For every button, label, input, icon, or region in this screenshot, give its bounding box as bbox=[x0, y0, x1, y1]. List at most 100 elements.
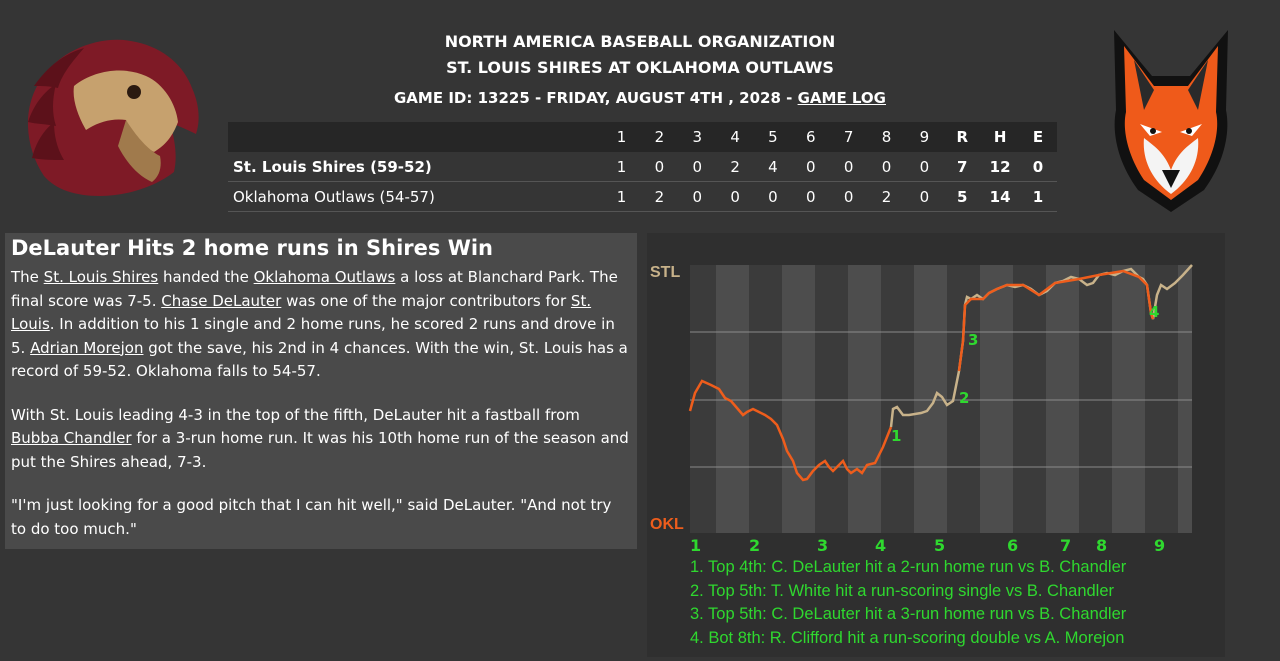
errors-header: E bbox=[1019, 122, 1057, 152]
chart-inning-band bbox=[716, 265, 749, 533]
inning-label: 9 bbox=[1154, 536, 1165, 555]
hits-header: H bbox=[981, 122, 1020, 152]
score-cell: 0 bbox=[791, 152, 830, 182]
story-text: for a 3-run home run. It was his 10th ho… bbox=[11, 429, 629, 471]
inning-3-header: 3 bbox=[678, 122, 717, 152]
story-text: With St. Louis leading 4-3 in the top of… bbox=[11, 405, 580, 424]
game-log-link[interactable]: GAME LOG bbox=[797, 89, 886, 107]
organization-title: NORTH AMERICA BASEBALL ORGANIZATION bbox=[444, 32, 836, 51]
score-cell: 0 bbox=[905, 152, 944, 182]
inning-label: 4 bbox=[875, 536, 886, 555]
linescore-header-row: 1 2 3 4 5 6 7 8 9 R H E bbox=[228, 122, 1057, 152]
runs-cell: 7 bbox=[943, 152, 982, 182]
event-marker: 1 bbox=[891, 427, 901, 445]
event-marker: 3 bbox=[968, 331, 978, 349]
story-text: . In addition to his 1 single and 2 home… bbox=[11, 315, 615, 357]
story-text: a loss at Blanchard Park. The final scor… bbox=[11, 268, 618, 310]
list-item: 2. Top 5th: T. White hit a run-scoring s… bbox=[690, 581, 1115, 600]
game-info-text: GAME ID: 13225 - FRIDAY, AUGUST 4TH , 20… bbox=[394, 89, 798, 107]
inning-label: 1 bbox=[690, 536, 701, 555]
chart-inning-band bbox=[1112, 265, 1145, 533]
inning-4-header: 4 bbox=[716, 122, 755, 152]
linescore-table: 1 2 3 4 5 6 7 8 9 R H E St. Louis Shires… bbox=[228, 122, 1057, 212]
outlaws-fox-logo bbox=[1114, 30, 1228, 212]
score-cell: 0 bbox=[791, 181, 830, 212]
event-marker: 2 bbox=[959, 389, 969, 407]
list-item: 3. Top 5th: C. DeLauter hit a 3-run home… bbox=[690, 605, 1127, 623]
game-story: DeLauter Hits 2 home runs in Shires Win … bbox=[5, 233, 637, 549]
team-label-top: STL bbox=[650, 264, 680, 281]
inning-label: 6 bbox=[1007, 536, 1018, 555]
chart-inning-band bbox=[1178, 265, 1192, 533]
score-cell: 4 bbox=[754, 152, 792, 182]
story-text: was one of the major contributors for bbox=[281, 291, 571, 310]
inning-2-header: 2 bbox=[640, 122, 679, 152]
list-item: 4. Bot 8th: R. Clifford hit a run-scorin… bbox=[690, 628, 1125, 647]
inning-8-header: 8 bbox=[867, 122, 906, 152]
story-text: got the save, his 2nd in 4 chances. With… bbox=[11, 338, 628, 381]
game-info: GAME ID: 13225 - FRIDAY, AUGUST 4TH , 20… bbox=[0, 89, 1280, 107]
runs-header: R bbox=[943, 122, 982, 152]
score-cell: 2 bbox=[716, 152, 755, 182]
inning-label: 5 bbox=[934, 536, 945, 555]
event-marker: 4 bbox=[1149, 303, 1159, 321]
hits-cell: 12 bbox=[981, 152, 1020, 182]
inning-9-header: 9 bbox=[905, 122, 944, 152]
score-cell: 0 bbox=[829, 152, 868, 182]
team-name-cell[interactable]: Oklahoma Outlaws (54-57) bbox=[228, 181, 603, 212]
score-cell: 1 bbox=[602, 152, 641, 182]
team-link-outlaws[interactable]: Oklahoma Outlaws bbox=[253, 268, 396, 286]
shires-horse-logo bbox=[27, 39, 199, 197]
table-row: St. Louis Shires (59-52) 1 0 0 2 4 0 0 0… bbox=[228, 152, 1057, 182]
team-name-cell[interactable]: St. Louis Shires (59-52) bbox=[228, 152, 603, 182]
win-probability-panel: STL OKL 1 2 3 4 1 2 3 4 5 6 7 8 9 bbox=[647, 233, 1225, 657]
inning-label: 7 bbox=[1060, 536, 1071, 555]
chart-inning-band bbox=[1046, 265, 1079, 533]
player-link-delauter[interactable]: Chase DeLauter bbox=[161, 291, 282, 310]
team-link-shires[interactable]: St. Louis Shires bbox=[43, 268, 159, 286]
team-link-st-louis[interactable]: St. Louis bbox=[11, 291, 592, 334]
score-cell: 0 bbox=[754, 181, 792, 212]
player-link-morejon[interactable]: Adrian Morejon bbox=[30, 338, 144, 357]
story-headline: DeLauter Hits 2 home runs in Shires Win bbox=[11, 236, 494, 260]
inning-label: 8 bbox=[1096, 536, 1107, 555]
errors-cell: 1 bbox=[1019, 181, 1057, 212]
score-cell: 0 bbox=[678, 152, 717, 182]
inning-7-header: 7 bbox=[829, 122, 868, 152]
errors-cell: 0 bbox=[1019, 152, 1057, 182]
score-cell: 2 bbox=[867, 181, 906, 212]
story-paragraph-2: With St. Louis leading 4-3 in the top of… bbox=[11, 404, 631, 475]
story-paragraph-1: The St. Louis Shires handed the Oklahoma… bbox=[11, 266, 631, 384]
runs-cell: 5 bbox=[943, 181, 982, 212]
hits-cell: 14 bbox=[981, 181, 1020, 212]
scoring-events-list: 1. Top 4th: C. DeLauter hit a 2-run home… bbox=[690, 556, 1126, 650]
table-row: Oklahoma Outlaws (54-57) 1 2 0 0 0 0 0 2… bbox=[228, 181, 1057, 212]
matchup-title: ST. LOUIS SHIRES AT OKLAHOMA OUTLAWS bbox=[446, 58, 834, 77]
score-cell: 0 bbox=[829, 181, 868, 212]
story-text: The bbox=[11, 268, 44, 286]
win-prob-line-okl bbox=[688, 379, 893, 482]
score-cell: 0 bbox=[716, 181, 755, 212]
chart-inning-band bbox=[848, 265, 881, 533]
inning-label: 3 bbox=[817, 536, 828, 555]
chart-inning-band bbox=[980, 265, 1013, 533]
team-label-bottom: OKL bbox=[650, 516, 684, 533]
list-item: 1. Top 4th: C. DeLauter hit a 2-run home… bbox=[690, 558, 1127, 576]
story-paragraph-3: "I'm just looking for a good pitch that … bbox=[11, 496, 612, 538]
inning-label: 2 bbox=[749, 536, 760, 555]
score-cell: 0 bbox=[867, 152, 906, 182]
win-probability-chart: STL OKL 1 2 3 4 1 2 3 4 5 6 7 8 9 bbox=[650, 264, 1193, 555]
story-text: handed the bbox=[158, 268, 254, 286]
inning-1-header: 1 bbox=[602, 122, 641, 152]
inning-5-header: 5 bbox=[754, 122, 792, 152]
score-cell: 2 bbox=[640, 181, 679, 212]
score-cell: 0 bbox=[640, 152, 679, 182]
player-link-chandler[interactable]: Bubba Chandler bbox=[11, 429, 132, 447]
score-cell: 0 bbox=[678, 181, 717, 212]
chart-inning-band bbox=[914, 265, 947, 533]
win-prob-line-segment bbox=[957, 269, 1155, 372]
score-cell: 0 bbox=[905, 181, 944, 212]
chart-inning-band bbox=[782, 265, 815, 533]
score-cell: 1 bbox=[602, 181, 641, 212]
team-header-cell bbox=[228, 122, 603, 152]
